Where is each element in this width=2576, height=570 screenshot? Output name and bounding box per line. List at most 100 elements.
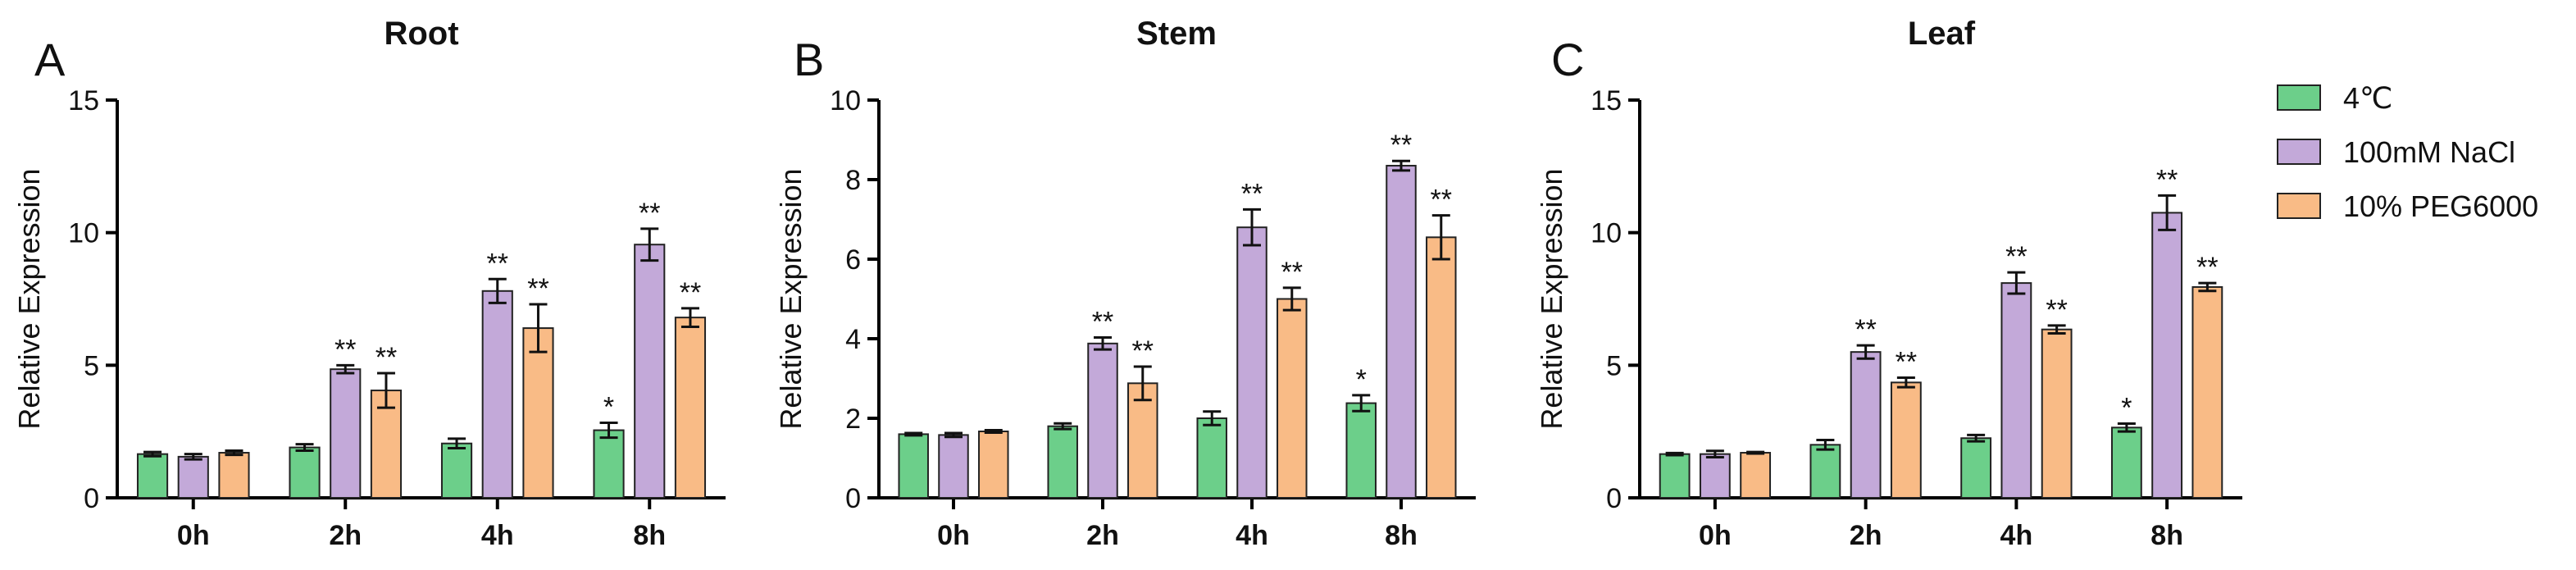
y-tick-label: 4 (845, 324, 861, 355)
bar-stem-8h-s2 (1426, 236, 1457, 499)
x-tick-label: 2h (1086, 520, 1119, 551)
significance-label: ** (2156, 164, 2178, 195)
bar-stem-4h-s0 (1196, 417, 1227, 499)
y-tick-label: 10 (830, 85, 861, 116)
significance-label: * (1356, 364, 1367, 395)
y-axis-label: Relative Expression (12, 168, 46, 429)
significance-label: * (603, 391, 614, 422)
legend-label: 100mM NaCl (2343, 135, 2515, 169)
y-tick-label: 15 (68, 85, 99, 116)
panel-label: C (1551, 34, 1584, 85)
bar-stem-8h-s1 (1386, 165, 1417, 499)
significance-label: ** (487, 248, 508, 279)
x-tick-label: 8h (2150, 520, 2183, 551)
bar-root-2h-s0 (289, 446, 321, 499)
significance-label: ** (1855, 314, 1876, 345)
chart-title: Stem (1136, 16, 1217, 52)
y-tick-label: 6 (845, 244, 861, 276)
bar-root-2h-s1 (330, 368, 362, 499)
bar-stem-4h-s2 (1277, 298, 1308, 499)
bar-root-4h-s2 (522, 327, 554, 499)
y-axis-label: Relative Expression (774, 168, 808, 429)
bar-root-4h-s1 (481, 290, 513, 499)
chart-panel-c: C Leaf Relative Expression 0 5 10 15 0h 2h ** ** 4h… (1535, 16, 2242, 551)
significance-label: ** (335, 334, 356, 365)
bar-root-8h-s2 (674, 317, 707, 499)
x-tick-label: 4h (2000, 520, 2033, 551)
legend-swatch (2277, 139, 2321, 165)
y-tick-label: 15 (1591, 85, 1622, 116)
bar-stem-2h-s0 (1047, 425, 1078, 499)
bar-root-0h-s1 (177, 455, 209, 499)
bar-leaf-0h-s2 (1740, 452, 1772, 499)
bar-leaf-8h-s0 (2110, 426, 2142, 499)
y-tick-label: 0 (845, 483, 861, 514)
bar-stem-4h-s1 (1236, 226, 1268, 499)
y-tick-label: 5 (84, 350, 99, 381)
y-tick-label: 0 (84, 483, 99, 514)
chart-panel-a: A Root Relative Expression 0 5 10 15 0h 2h ** ** 4h… (12, 16, 726, 551)
significance-label: * (2121, 392, 2132, 423)
bar-leaf-0h-s0 (1659, 453, 1691, 499)
bar-root-0h-s0 (136, 453, 169, 499)
x-tick-label: 2h (329, 520, 362, 551)
y-tick-label: 2 (845, 404, 861, 435)
bar-leaf-8h-s2 (2191, 285, 2223, 499)
y-tick-label: 10 (1591, 218, 1622, 249)
significance-label: ** (2196, 252, 2218, 283)
y-tick-label: 8 (845, 165, 861, 196)
significance-label: ** (375, 342, 397, 373)
significance-label: ** (1092, 307, 1113, 338)
legend-swatch (2277, 193, 2321, 219)
bar-root-8h-s1 (634, 244, 666, 499)
bar-leaf-4h-s0 (1960, 437, 1992, 499)
bar-stem-8h-s0 (1345, 402, 1377, 499)
bar-root-8h-s0 (593, 429, 625, 499)
legend-label: 4℃ (2343, 81, 2392, 115)
legend-label: 10% PEG6000 (2343, 189, 2538, 223)
bar-stem-0h-s2 (978, 431, 1009, 499)
bar-leaf-2h-s0 (1809, 444, 1841, 499)
legend-item: 4℃ (2277, 81, 2392, 115)
x-tick-label: 8h (633, 520, 666, 551)
bar-stem-0h-s1 (938, 434, 969, 499)
significance-label: ** (527, 273, 548, 304)
legend-item: 100mM NaCl (2277, 135, 2515, 169)
x-tick-label: 4h (481, 520, 514, 551)
bar-leaf-0h-s1 (1699, 453, 1731, 499)
bar-leaf-2h-s2 (1890, 381, 1922, 499)
significance-label: ** (680, 277, 701, 308)
significance-label: ** (2046, 294, 2067, 326)
bar-root-0h-s2 (218, 452, 250, 499)
bar-leaf-4h-s1 (2000, 282, 2032, 499)
bar-stem-2h-s1 (1087, 342, 1118, 499)
significance-label: ** (1241, 178, 1263, 209)
significance-label: ** (2005, 241, 2027, 272)
x-tick-label: 0h (1699, 520, 1732, 551)
panel-label: B (794, 34, 824, 85)
significance-label: ** (1896, 347, 1917, 378)
x-tick-label: 8h (1385, 520, 1418, 551)
legend-swatch (2277, 84, 2321, 111)
bar-leaf-4h-s2 (2041, 328, 2073, 499)
y-axis-label: Relative Expression (1535, 168, 1568, 429)
bar-stem-0h-s0 (898, 433, 929, 499)
x-tick-label: 0h (937, 520, 970, 551)
y-tick-label: 5 (1606, 350, 1622, 381)
legend: 4℃ 100mM NaCl 10% PEG6000 (2277, 81, 2538, 223)
bar-root-4h-s0 (440, 442, 473, 499)
x-tick-label: 4h (1236, 520, 1268, 551)
significance-label: ** (639, 198, 660, 229)
chart-panel-b: B Stem Relative Expression 0 2 4 6 8 10 0h 2h ** ** 4… (774, 16, 1476, 551)
chart-title: Root (384, 16, 458, 52)
chart-title: Leaf (1908, 16, 1976, 52)
significance-label: ** (1132, 335, 1154, 367)
y-tick-label: 10 (68, 218, 99, 249)
bar-leaf-2h-s1 (1850, 351, 1882, 499)
y-tick-label: 0 (1606, 483, 1622, 514)
legend-item: 10% PEG6000 (2277, 189, 2538, 223)
significance-label: ** (1281, 257, 1303, 288)
x-tick-label: 0h (177, 520, 210, 551)
